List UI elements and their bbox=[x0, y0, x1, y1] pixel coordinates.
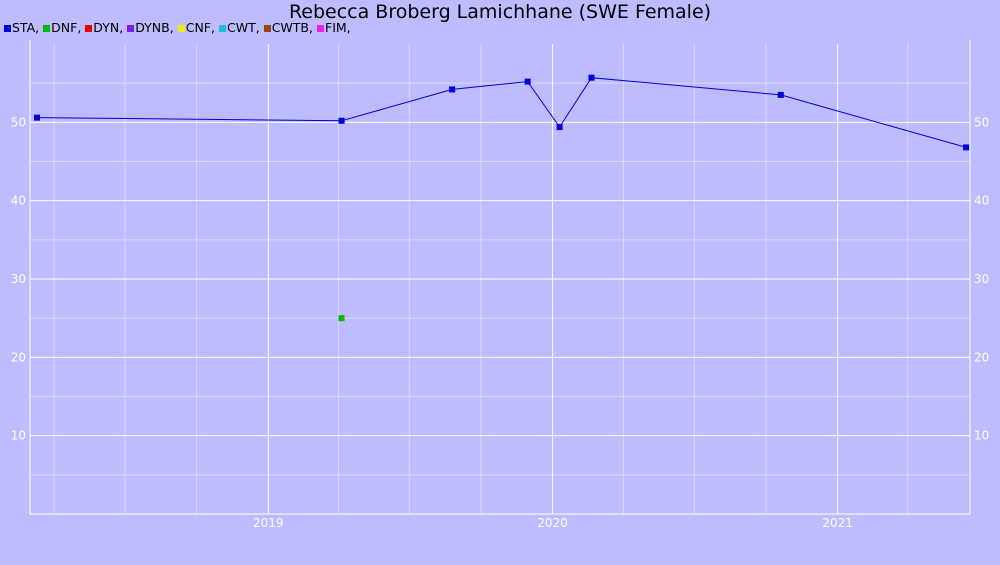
y-tick-label-right: 10 bbox=[974, 429, 989, 443]
legend-swatch bbox=[85, 25, 93, 32]
legend-separator: , bbox=[346, 20, 351, 35]
x-tick-label: 2021 bbox=[822, 516, 853, 530]
legend-swatch bbox=[317, 25, 324, 32]
legend-item-sta: STA, bbox=[4, 20, 39, 36]
legend-separator: , bbox=[35, 20, 40, 35]
legend-separator: , bbox=[309, 20, 313, 35]
legend-separator: , bbox=[211, 20, 215, 35]
y-tick-label-left: 50 bbox=[11, 115, 26, 129]
legend-label: FIM bbox=[325, 20, 347, 35]
y-tick-label-left: 40 bbox=[11, 194, 26, 208]
legend-separator: , bbox=[169, 20, 174, 35]
y-tick-label-left: 10 bbox=[11, 429, 26, 443]
data-point-sta bbox=[588, 74, 595, 81]
series-line-sta bbox=[36, 77, 967, 148]
y-tick-label-left: 30 bbox=[11, 272, 26, 286]
legend-item-dnf: DNF, bbox=[43, 20, 81, 36]
legend-item-cwtb: CWTB, bbox=[263, 20, 313, 36]
legend-swatch bbox=[263, 25, 271, 32]
legend-label: CWTB bbox=[271, 20, 310, 35]
y-tick-label-left: 20 bbox=[11, 350, 26, 364]
legend: STA, DNF, DYN, DYNB, CNF, CWT, CWTB, FIM, bbox=[4, 20, 355, 36]
legend-swatch bbox=[43, 25, 51, 32]
y-tick-label-right: 40 bbox=[974, 194, 989, 208]
y-tick-label-right: 20 bbox=[974, 350, 989, 364]
chart-title: Rebecca Broberg Lamichhane (SWE Female) bbox=[288, 1, 712, 23]
y-tick-label-right: 50 bbox=[974, 115, 989, 129]
legend-swatch bbox=[218, 25, 226, 32]
data-point-sta bbox=[338, 117, 345, 124]
data-point-sta bbox=[449, 86, 456, 93]
data-point-dnf bbox=[338, 315, 345, 322]
x-tick-label: 2020 bbox=[537, 516, 568, 530]
legend-label: DYNB bbox=[135, 20, 170, 35]
data-point-sta bbox=[34, 114, 41, 121]
data-point-sta bbox=[524, 78, 531, 85]
legend-label: DNF bbox=[51, 20, 78, 35]
legend-separator: , bbox=[77, 20, 82, 35]
legend-label: CWT bbox=[226, 20, 256, 35]
legend-swatch bbox=[4, 25, 11, 32]
legend-item-dyn: DYN, bbox=[85, 20, 123, 36]
legend-item-cnf: CNF, bbox=[177, 20, 215, 36]
legend-separator: , bbox=[119, 20, 124, 35]
data-point-sta bbox=[963, 144, 970, 151]
legend-swatch bbox=[127, 25, 135, 32]
legend-label: CNF bbox=[185, 20, 211, 35]
legend-label: DYN bbox=[93, 20, 120, 35]
y-tick-label-right: 30 bbox=[974, 272, 989, 286]
legend-label: STA bbox=[12, 20, 36, 35]
legend-item-cwt: CWT, bbox=[218, 20, 260, 36]
x-tick-label: 2019 bbox=[253, 516, 284, 530]
data-point-sta bbox=[556, 124, 563, 131]
legend-item-fim: FIM, bbox=[317, 20, 351, 36]
legend-separator: , bbox=[255, 20, 260, 35]
data-point-sta bbox=[777, 91, 784, 98]
legend-swatch bbox=[177, 25, 185, 32]
legend-item-dynb: DYNB, bbox=[127, 20, 174, 36]
